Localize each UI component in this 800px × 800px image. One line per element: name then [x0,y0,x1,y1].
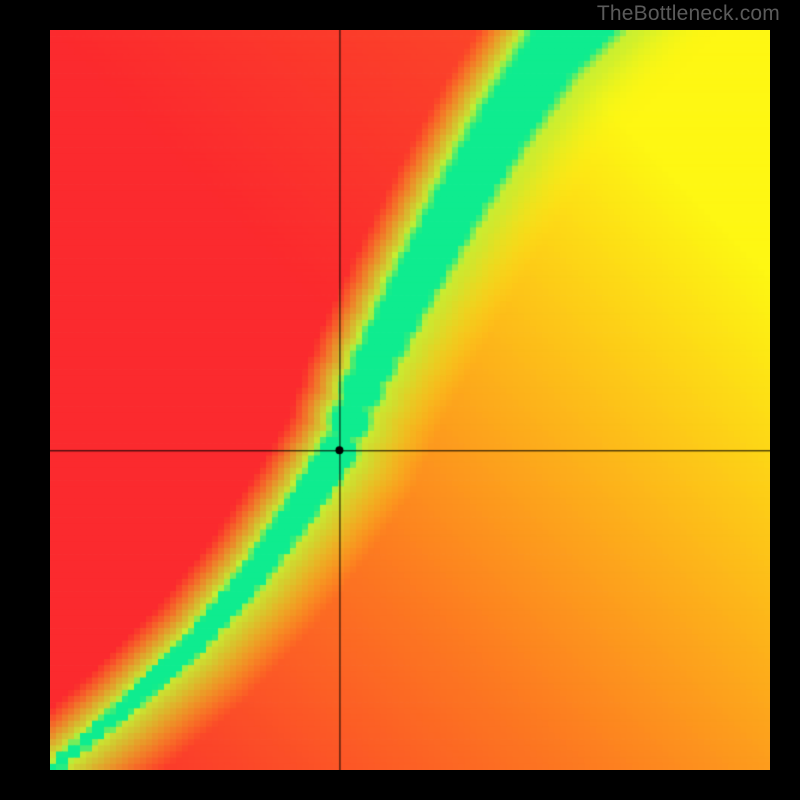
chart-container: TheBottleneck.com [0,0,800,800]
plot-area [50,30,770,770]
watermark-text: TheBottleneck.com [597,2,780,26]
heatmap-canvas [50,30,770,770]
